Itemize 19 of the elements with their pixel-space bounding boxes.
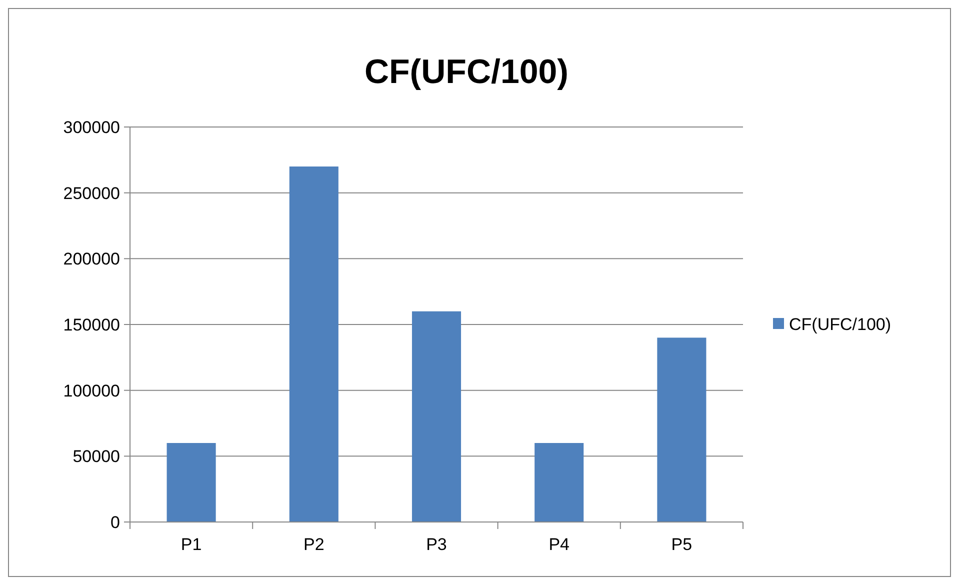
bar	[289, 166, 338, 522]
x-tick-label: P1	[180, 535, 202, 554]
bar	[166, 443, 216, 522]
bar	[412, 311, 462, 522]
legend-label: CF(UFC/100)	[789, 314, 892, 334]
x-tick-label: P4	[548, 535, 570, 554]
x-tick-label: P2	[304, 535, 324, 554]
bar	[657, 338, 706, 522]
y-tick-label: 100000	[63, 381, 120, 400]
x-tick-label: P3	[426, 535, 447, 554]
y-tick-label: 300000	[63, 118, 120, 137]
y-tick-label: 150000	[63, 315, 120, 334]
chart-title: CF(UFC/100)	[364, 53, 569, 91]
y-tick-label: 50000	[72, 447, 120, 466]
x-tick-label: P5	[671, 535, 692, 554]
y-tick-label: 250000	[63, 184, 120, 203]
bar	[534, 443, 584, 522]
y-tick-label: 0	[110, 512, 120, 532]
y-tick-label: 200000	[63, 250, 120, 269]
